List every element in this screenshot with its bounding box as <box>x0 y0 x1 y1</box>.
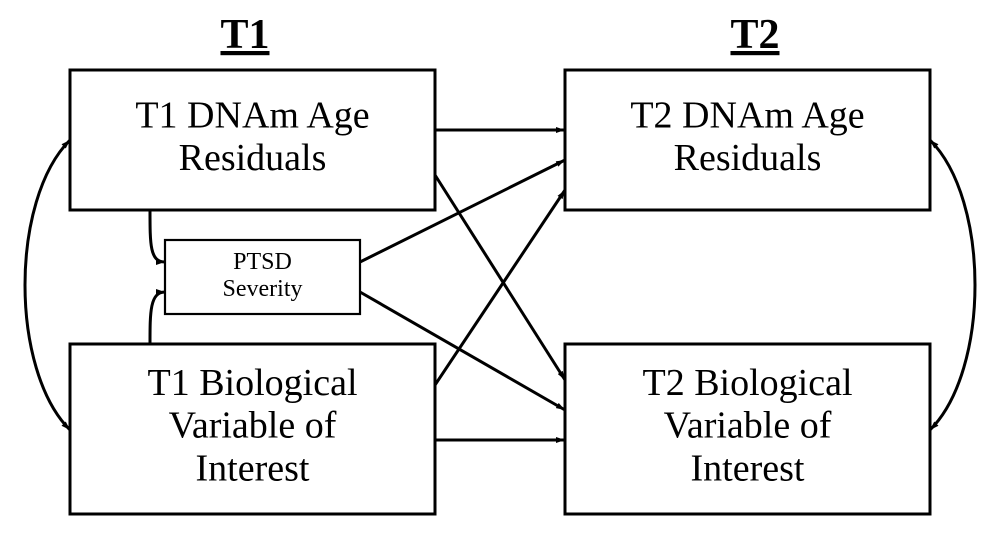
node-t1_dnam: T1 DNAm AgeResiduals <box>70 70 435 210</box>
node-ptsd: PTSDSeverity <box>165 240 360 314</box>
diagram-canvas: T1 DNAm AgeResidualsT2 DNAm AgeResiduals… <box>0 0 1000 543</box>
edge-t1bio-to-t2dnam <box>435 190 565 385</box>
node-t2_bio-label-0: T2 Biological <box>642 362 852 404</box>
edge-t1dnam-to-ptsd <box>150 210 165 262</box>
node-t2_dnam-label-0: T2 DNAm Age <box>630 94 864 136</box>
edge-t2-doublecurve <box>930 140 975 430</box>
edge-t1-doublecurve <box>25 140 70 430</box>
node-t1_bio: T1 BiologicalVariable ofInterest <box>70 344 435 514</box>
node-ptsd-label-1: Severity <box>223 276 303 302</box>
node-t1_bio-label-2: Interest <box>196 447 310 489</box>
node-t1_dnam-label-1: Residuals <box>179 137 327 179</box>
node-t2_dnam: T2 DNAm AgeResiduals <box>565 70 930 210</box>
node-ptsd-label-0: PTSD <box>233 249 292 275</box>
node-t2_dnam-label-1: Residuals <box>674 137 822 179</box>
edge-t1dnam-to-t2bio <box>435 175 565 380</box>
node-t2_bio-label-2: Interest <box>691 447 805 489</box>
node-t1_bio-label-1: Variable of <box>169 405 337 447</box>
heading-t2: T2 <box>730 12 779 58</box>
node-t2_bio: T2 BiologicalVariable ofInterest <box>565 344 930 514</box>
node-t2_bio-label-1: Variable of <box>664 405 832 447</box>
edge-t1bio-to-ptsd <box>150 292 165 344</box>
heading-t1: T1 <box>220 12 269 58</box>
node-t1_dnam-label-0: T1 DNAm Age <box>135 94 369 136</box>
node-t1_bio-label-0: T1 Biological <box>147 362 357 404</box>
